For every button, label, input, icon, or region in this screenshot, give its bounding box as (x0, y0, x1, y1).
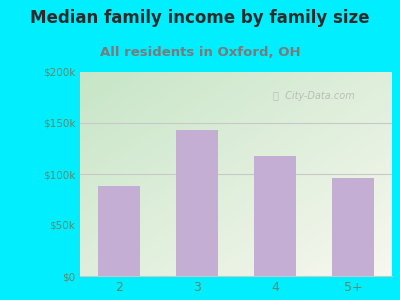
Text: Median family income by family size: Median family income by family size (30, 9, 370, 27)
Bar (176, 130, 218, 276)
Bar (332, 178, 374, 276)
Text: Ⓠ  City-Data.com: Ⓠ City-Data.com (274, 92, 355, 101)
Text: All residents in Oxford, OH: All residents in Oxford, OH (100, 46, 300, 59)
Bar (98, 186, 140, 276)
Bar (254, 156, 296, 276)
